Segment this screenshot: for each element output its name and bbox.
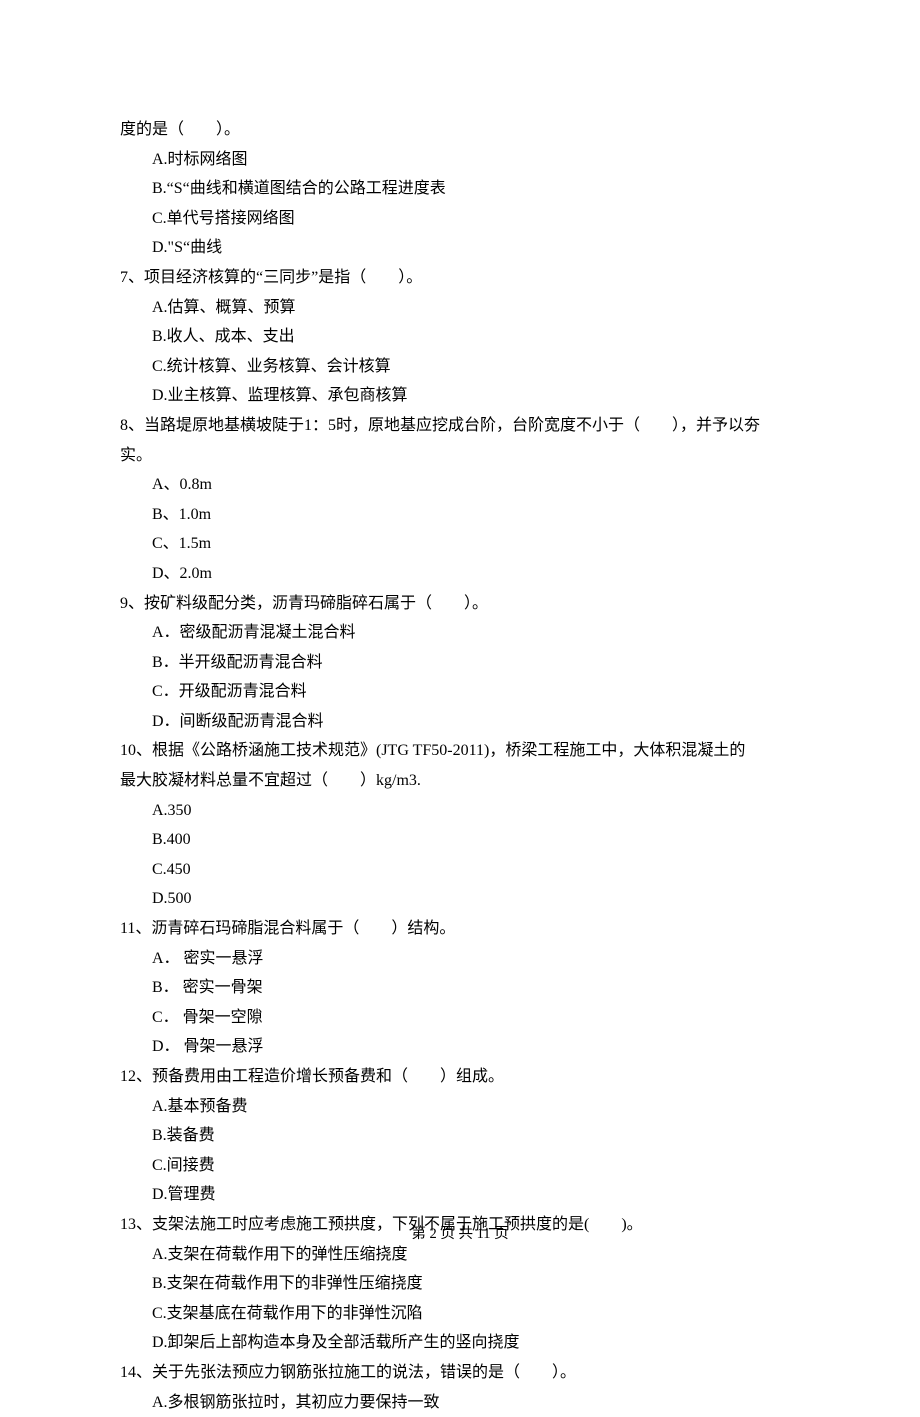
q9-option-b: B．半开级配沥青混合料: [120, 648, 800, 678]
q10-option-a: A.350: [120, 796, 800, 826]
q7-option-d: D.业主核算、监理核算、承包商核算: [120, 381, 800, 411]
q10-option-b: B.400: [120, 825, 800, 855]
q6-option-c: C.单代号搭接网络图: [120, 204, 800, 234]
q12-option-a: A.基本预备费: [120, 1092, 800, 1122]
q7-stem: 7、项目经济核算的“三同步”是指（ ）。: [120, 263, 800, 293]
q13-option-b: B.支架在荷载作用下的非弹性压缩挠度: [120, 1269, 800, 1299]
q7-option-b: B.收人、成本、支出: [120, 322, 800, 352]
q9-option-c: C．开级配沥青混合料: [120, 677, 800, 707]
q8-option-b: B、1.0m: [120, 500, 800, 530]
q14-option-a: A.多根钢筋张拉时，其初应力要保持一致: [120, 1388, 800, 1417]
q9-stem: 9、按矿料级配分类，沥青玛碲脂碎石属于（ ）。: [120, 589, 800, 619]
q13-option-d: D.卸架后上部构造本身及全部活载所产生的竖向挠度: [120, 1328, 800, 1358]
q11-option-b: B． 密实一骨架: [120, 973, 800, 1003]
q13-option-c: C.支架基底在荷载作用下的非弹性沉陷: [120, 1299, 800, 1329]
q8-option-a: A、0.8m: [120, 470, 800, 500]
q6-stem-continuation: 度的是（ ）。: [120, 115, 800, 145]
q10-option-c: C.450: [120, 855, 800, 885]
q8-stem-line2: 实。: [120, 441, 800, 471]
q12-option-c: C.间接费: [120, 1151, 800, 1181]
q11-option-d: D． 骨架一悬浮: [120, 1032, 800, 1062]
page-footer: 第 2 页 共 11 页: [0, 1221, 920, 1248]
q14-stem: 14、关于先张法预应力钢筋张拉施工的说法，错误的是（ ）。: [120, 1358, 800, 1388]
q6-option-d: D."S“曲线: [120, 233, 800, 263]
q8-stem-line1: 8、当路堤原地基横坡陡于1：5时，原地基应挖成台阶，台阶宽度不小于（ ），并予以…: [120, 411, 800, 441]
q7-option-a: A.估算、概算、预算: [120, 293, 800, 323]
q9-option-a: A．密级配沥青混凝土混合料: [120, 618, 800, 648]
q9-option-d: D．间断级配沥青混合料: [120, 707, 800, 737]
q10-option-d: D.500: [120, 884, 800, 914]
q11-stem: 11、沥青碎石玛碲脂混合料属于（ ）结构。: [120, 914, 800, 944]
q6-option-b: B.“S“曲线和横道图结合的公路工程进度表: [120, 174, 800, 204]
q7-option-c: C.统计核算、业务核算、会计核算: [120, 352, 800, 382]
q8-option-d: D、2.0m: [120, 559, 800, 589]
q12-option-b: B.装备费: [120, 1121, 800, 1151]
page-body: 度的是（ ）。 A.时标网络图 B.“S“曲线和横道图结合的公路工程进度表 C.…: [0, 0, 920, 1417]
q11-option-a: A． 密实一悬浮: [120, 944, 800, 974]
q6-option-a: A.时标网络图: [120, 145, 800, 175]
q10-stem-line1: 10、根据《公路桥涵施工技术规范》(JTG TF50-2011)，桥梁工程施工中…: [120, 736, 800, 766]
q8-option-c: C、1.5m: [120, 529, 800, 559]
q11-option-c: C． 骨架一空隙: [120, 1003, 800, 1033]
q12-stem: 12、预备费用由工程造价增长预备费和（ ）组成。: [120, 1062, 800, 1092]
q10-stem-line2: 最大胶凝材料总量不宜超过（ ）kg/m3.: [120, 766, 800, 796]
q12-option-d: D.管理费: [120, 1180, 800, 1210]
